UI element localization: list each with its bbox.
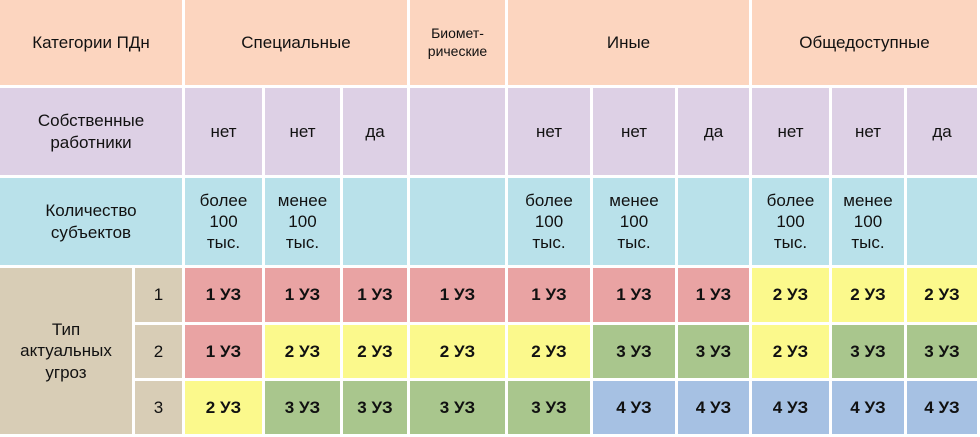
- header-cell: Специальные: [185, 0, 410, 88]
- header-cell: Иные: [508, 0, 752, 88]
- protection-level: 3 УЗ: [593, 325, 678, 381]
- table-cell: менее 100 тыс.: [593, 178, 678, 268]
- table-cell: [343, 178, 410, 268]
- header-cell: Категории ПДн: [0, 0, 185, 88]
- protection-level: 1 УЗ: [265, 268, 343, 325]
- row-label: Тип актуальных угроз: [0, 268, 135, 437]
- protection-level: 2 УЗ: [508, 325, 593, 381]
- protection-level: 2 УЗ: [265, 325, 343, 381]
- table-cell: да: [343, 88, 410, 178]
- threat-level: 2: [135, 325, 185, 381]
- table-cell: менее 100 тыс.: [832, 178, 907, 268]
- table-cell: нет: [265, 88, 343, 178]
- table-cell: [907, 178, 980, 268]
- table-cell: [678, 178, 752, 268]
- protection-level: 1 УЗ: [593, 268, 678, 325]
- table-cell: менее 100 тыс.: [265, 178, 343, 268]
- protection-level: 3 УЗ: [410, 381, 508, 437]
- protection-level: 3 УЗ: [265, 381, 343, 437]
- protection-level: 1 УЗ: [185, 268, 265, 325]
- protection-level: 1 УЗ: [508, 268, 593, 325]
- table-cell: нет: [508, 88, 593, 178]
- protection-level: 1 УЗ: [343, 268, 410, 325]
- protection-level: 2 УЗ: [410, 325, 508, 381]
- threat-level: 1: [135, 268, 185, 325]
- header-cell: Общедоступные: [752, 0, 980, 88]
- table-cell: нет: [832, 88, 907, 178]
- protection-level: 2 УЗ: [832, 268, 907, 325]
- table-cell: [410, 88, 508, 178]
- protection-level: 4 УЗ: [678, 381, 752, 437]
- table-cell: более 100 тыс.: [752, 178, 832, 268]
- protection-level: 3 УЗ: [678, 325, 752, 381]
- table-cell: нет: [593, 88, 678, 178]
- header-cell: Биомет- рические: [410, 0, 508, 88]
- protection-level: 3 УЗ: [343, 381, 410, 437]
- table-cell: [410, 178, 508, 268]
- protection-level: 2 УЗ: [907, 268, 980, 325]
- table-cell: более 100 тыс.: [185, 178, 265, 268]
- protection-level: 3 УЗ: [508, 381, 593, 437]
- protection-level: 4 УЗ: [752, 381, 832, 437]
- row-label: Количество субъектов: [0, 178, 185, 268]
- protection-level: 2 УЗ: [185, 381, 265, 437]
- table-cell: да: [678, 88, 752, 178]
- protection-level: 2 УЗ: [343, 325, 410, 381]
- protection-level: 3 УЗ: [832, 325, 907, 381]
- table-cell: более 100 тыс.: [508, 178, 593, 268]
- protection-level: 1 УЗ: [410, 268, 508, 325]
- protection-level: 4 УЗ: [832, 381, 907, 437]
- protection-level: 2 УЗ: [752, 325, 832, 381]
- protection-level: 4 УЗ: [593, 381, 678, 437]
- row-label: Собственные работники: [0, 88, 185, 178]
- protection-level: 1 УЗ: [185, 325, 265, 381]
- threat-level: 3: [135, 381, 185, 437]
- table-cell: да: [907, 88, 980, 178]
- table-cell: нет: [752, 88, 832, 178]
- protection-level: 4 УЗ: [907, 381, 980, 437]
- protection-level: 1 УЗ: [678, 268, 752, 325]
- table-cell: нет: [185, 88, 265, 178]
- protection-level: 2 УЗ: [752, 268, 832, 325]
- protection-level: 3 УЗ: [907, 325, 980, 381]
